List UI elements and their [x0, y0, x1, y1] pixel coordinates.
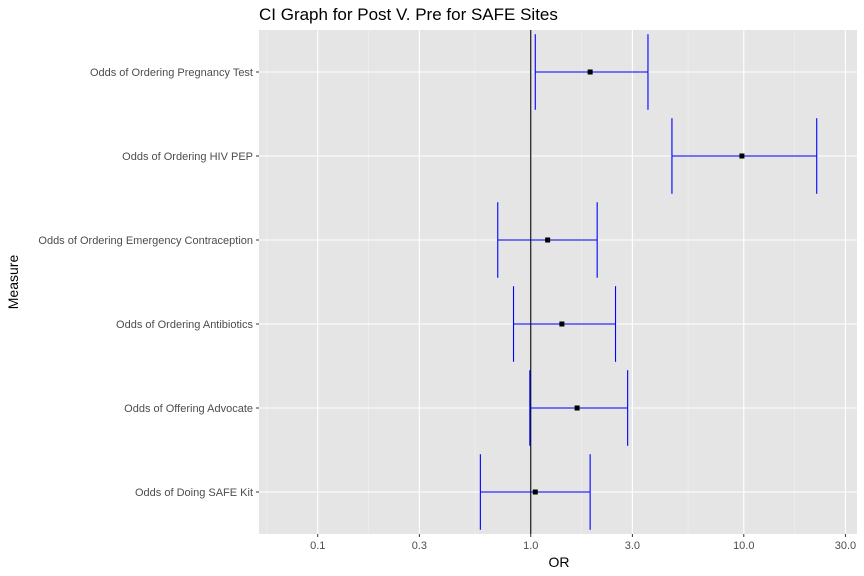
x-tick-label: 1.0	[523, 540, 538, 552]
y-axis-ticks: Odds of Ordering Pregnancy Test Odds of O…	[38, 67, 259, 499]
y-tick-label: Odds of Offering Advocate	[124, 403, 253, 415]
estimate-point	[545, 237, 551, 243]
x-axis-title: OR	[549, 554, 570, 570]
estimate-point	[574, 405, 580, 411]
y-tick-label: Odds of Ordering HIV PEP	[122, 151, 253, 163]
estimate-points	[532, 69, 745, 495]
x-tick-label: 10.0	[733, 540, 754, 552]
error-bars	[479, 34, 818, 530]
y-tick-label: Odds of Doing SAFE Kit	[135, 487, 253, 499]
x-tick-label: 3.0	[625, 540, 640, 552]
error-bar	[512, 286, 617, 362]
plot-panel	[259, 30, 857, 534]
estimate-point	[532, 489, 538, 495]
y-axis-title: Measure	[5, 255, 21, 310]
estimate-point	[739, 153, 745, 159]
x-tick-label: 0.3	[412, 540, 427, 552]
estimate-point	[587, 69, 593, 75]
estimate-point	[559, 321, 565, 327]
x-tick-label: 0.1	[310, 540, 325, 552]
y-tick-label: Odds of Ordering Emergency Contraception	[38, 235, 253, 247]
minor-gridlines	[266, 30, 795, 534]
chart-title: CI Graph for Post V. Pre for SAFE Sites	[259, 5, 558, 24]
x-tick-label: 30.0	[835, 540, 856, 552]
y-tick-label: Odds of Ordering Pregnancy Test	[90, 67, 253, 79]
x-axis-ticks: 0.1 0.3 1.0 3.0 10.0 30.0	[310, 534, 856, 552]
y-tick-label: Odds of Ordering Antibiotics	[116, 319, 253, 331]
